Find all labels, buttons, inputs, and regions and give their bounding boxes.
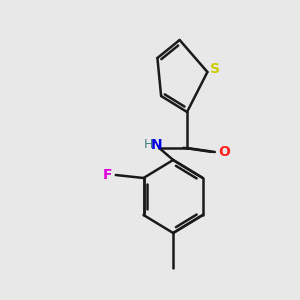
Text: N: N [151,138,163,152]
Text: S: S [210,62,220,76]
Text: O: O [218,145,230,159]
Text: F: F [103,168,113,182]
Text: H: H [143,138,153,151]
